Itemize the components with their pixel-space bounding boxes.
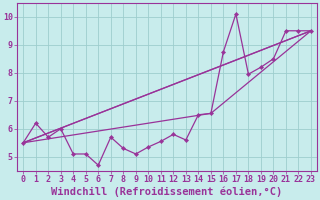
X-axis label: Windchill (Refroidissement éolien,°C): Windchill (Refroidissement éolien,°C) — [52, 187, 283, 197]
